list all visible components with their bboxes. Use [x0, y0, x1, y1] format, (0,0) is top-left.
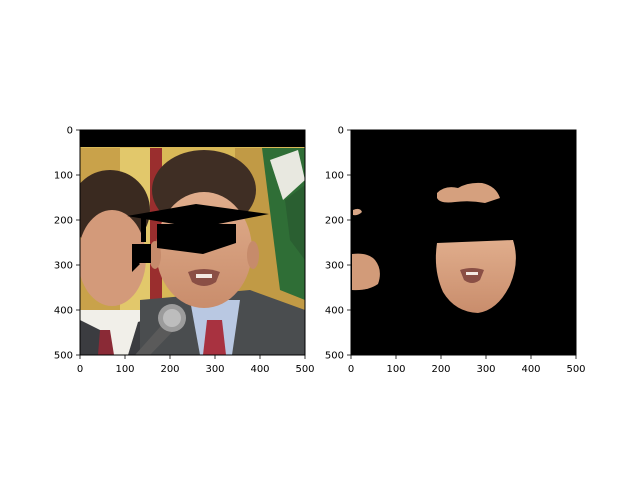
left-face-skin [352, 253, 380, 291]
x-tick-label: 300 [205, 364, 224, 375]
x-tick-label: 0 [77, 364, 83, 375]
y-tick-label: 500 [325, 351, 344, 362]
x-tick-label: 500 [295, 364, 314, 375]
right-axes: 0 100 200 300 400 500 0 100 200 300 400 500 [325, 126, 586, 376]
x-tick-label: 100 [115, 364, 134, 375]
y-tick-label: 400 [54, 306, 73, 317]
x-tick-label: 300 [476, 364, 495, 375]
x-tick-label: 100 [386, 364, 405, 375]
forehead-skin [437, 182, 500, 203]
left-panel-photo [80, 130, 305, 355]
occlusion-top-band [80, 130, 305, 147]
x-tick-label: 400 [521, 364, 540, 375]
y-tick-label: 500 [54, 351, 73, 362]
y-tick-label: 200 [54, 216, 73, 227]
small-skin-patch [353, 208, 362, 216]
x-tick-label: 400 [250, 364, 269, 375]
y-tick-label: 0 [338, 126, 344, 137]
occlusion-graduation-cap [127, 204, 269, 272]
right-panel-segmentation [351, 130, 576, 355]
x-tick-label: 500 [566, 364, 585, 375]
y-tick-label: 400 [325, 306, 344, 317]
right-axes-frame [350, 129, 577, 356]
skin-regions [352, 182, 516, 313]
left-axes-frame [79, 129, 306, 356]
y-tick-label: 100 [325, 171, 344, 182]
y-tick-label: 300 [54, 261, 73, 272]
y-tick-label: 300 [325, 261, 344, 272]
x-tick-label: 0 [348, 364, 354, 375]
x-tick-label: 200 [431, 364, 450, 375]
left-axes: 0 100 200 300 400 500 0 100 200 300 400 500 [54, 126, 315, 376]
y-tick-label: 200 [325, 216, 344, 227]
y-tick-label: 0 [67, 126, 73, 137]
microphone [135, 304, 186, 355]
y-tick-label: 100 [54, 171, 73, 182]
x-tick-label: 200 [160, 364, 179, 375]
